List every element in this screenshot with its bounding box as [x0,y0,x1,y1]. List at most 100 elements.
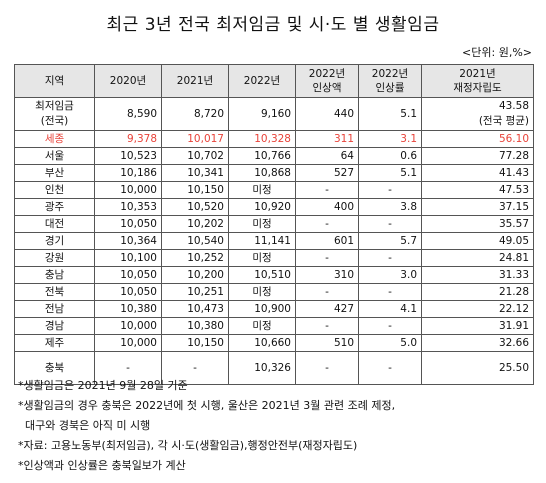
cell-2020: 10,050 [94,215,162,233]
cell-2021: 10,341 [161,164,229,182]
cell-increase-rate: 3.0 [358,266,422,284]
cell-increase-amount: 400 [295,198,359,216]
cell-region: 인천 [14,181,95,199]
footnote: *자료: 고용노동부(최저임금), 각 시·도(생활임금),행정안전부(재정자립… [18,439,358,452]
cell-increase-amount: 311 [295,130,359,148]
cell-increase-amount: 527 [295,164,359,182]
cell-increase-amount: - [295,181,359,199]
cell-increase-amount: - [295,249,359,267]
cell-2020: 10,000 [94,181,162,199]
cell-increase-rate: - [358,249,422,267]
table-row: 강원 10,100 10,252 미정 - -24.81 [14,249,534,267]
cell-region: 전남 [14,300,95,318]
cell-increase-rate: - [358,351,422,385]
cell-2021: 10,702 [161,147,229,165]
table-row: 광주 10,353 10,520 10,920 400 3.8 37.15 [14,198,534,216]
cell-region: 경남 [14,317,95,335]
cell-2022: 10,660 [228,334,296,352]
header-increase-amount: 2022년 인상액 [295,64,359,98]
table-row: 부산 10,186 10,341 10,868 527 5.1 41.43 [14,164,534,182]
cell-fiscal-independence: 56.10 [421,130,534,148]
footnote: 대구와 경북은 아직 미 시행 [18,419,151,432]
table-row: 충남 10,050 10,200 10,510 310 3.0 31.33 [14,266,534,284]
cell-increase-rate: 3.1 [358,130,422,148]
cell-2021: 10,473 [161,300,229,318]
cell-region: 충남 [14,266,95,284]
cell-2022: 10,766 [228,147,296,165]
footnote: *인상액과 인상률은 충북일보가 계산 [18,459,186,472]
cell-2020: 10,000 [94,317,162,335]
header-2022: 2022년 [228,64,296,98]
cell-increase-amount: 601 [295,232,359,250]
cell-2020: 9,378 [94,130,162,148]
footnote: *생활임금은 2021년 9월 28일 기준 [18,379,188,392]
cell-fiscal-independence: 47.53 [421,181,534,199]
table-row: 세종 9,378 10,017 10,328 311 3.1 56.10 [14,130,534,148]
cell-region: 대전 [14,215,95,233]
cell-2020: 10,380 [94,300,162,318]
cell-region: 제주 [14,334,95,352]
table-row: 최저임금 (전국) 8,590 8,720 9,160 440 5.1 43.58 (전국 … [14,97,534,131]
cell-2022: 미정 [228,317,296,335]
cell-increase-rate: 5.7 [358,232,422,250]
cell-2021: 10,251 [161,283,229,301]
cell-2021: 10,150 [161,334,229,352]
cell-increase-rate: 4.1 [358,300,422,318]
cell-2021: 10,540 [161,232,229,250]
cell-2022: 10,900 [228,300,296,318]
cell-fiscal-independence: 32.66 [421,334,534,352]
cell-fiscal-independence: 43.58 (전국 평균) [421,97,534,131]
cell-fiscal-independence: 24.81 [421,249,534,267]
cell-region: 세종 [14,130,95,148]
cell-fiscal-independence: 25.50 [421,351,534,385]
cell-2022: 10,920 [228,198,296,216]
table-row: 인천 10,000 10,150 미정 - -47.53 [14,181,534,199]
cell-increase-rate: 5.0 [358,334,422,352]
page-title: 최근 3년 전국 최저임금 및 시·도 별 생활임금 [106,15,440,35]
cell-2022: 11,141 [228,232,296,250]
cell-2020: 10,100 [94,249,162,267]
cell-2022: 10,328 [228,130,296,148]
cell-2021: 10,252 [161,249,229,267]
cell-increase-amount: 510 [295,334,359,352]
cell-increase-amount: 64 [295,147,359,165]
cell-fiscal-independence: 37.15 [421,198,534,216]
cell-2020: 8,590 [94,97,162,131]
cell-region: 서울 [14,147,95,165]
cell-2021: 10,200 [161,266,229,284]
cell-increase-rate: 0.6 [358,147,422,165]
cell-region: 강원 [14,249,95,267]
table-row: 경남 10,000 10,380 미정 - -31.91 [14,317,534,335]
header-2021: 2021년 [161,64,229,98]
table-row: 경기 10,364 10,540 11,141 601 5.7 49.05 [14,232,534,250]
cell-increase-rate: 5.1 [358,97,422,131]
cell-fiscal-independence: 35.57 [421,215,534,233]
header-increase-rate: 2022년 인상률 [358,64,422,98]
header-fiscal-independence: 2021년 재정자립도 [421,64,534,98]
cell-increase-amount: 440 [295,97,359,131]
cell-2022: 미정 [228,181,296,199]
cell-2021: 10,202 [161,215,229,233]
header-2020: 2020년 [94,64,162,98]
cell-2022: 9,160 [228,97,296,131]
cell-2022: 10,868 [228,164,296,182]
cell-2021: 10,017 [161,130,229,148]
cell-increase-amount: - [295,317,359,335]
cell-2020: - [94,351,162,385]
cell-2020: 10,000 [94,334,162,352]
footnote: *생활임금의 경우 충북은 2022년에 첫 시행, 울산은 2021년 3월 … [18,399,396,412]
cell-fiscal-independence: 77.28 [421,147,534,165]
cell-fiscal-independence: 31.33 [421,266,534,284]
table-row: 전북 10,050 10,251 미정 - -21.28 [14,283,534,301]
cell-2022: 미정 [228,249,296,267]
table-row: 충북 - -10,326- -25.50 [14,351,534,385]
cell-increase-rate: - [358,215,422,233]
table-row: 전남 10,380 10,473 10,900 427 4.1 22.12 [14,300,534,318]
unit-label: <단위: 원,%> [462,46,532,59]
cell-fiscal-independence: 21.28 [421,283,534,301]
cell-fiscal-independence: 22.12 [421,300,534,318]
cell-2020: 10,050 [94,283,162,301]
cell-fiscal-independence: 31.91 [421,317,534,335]
cell-increase-rate: - [358,181,422,199]
cell-2020: 10,364 [94,232,162,250]
